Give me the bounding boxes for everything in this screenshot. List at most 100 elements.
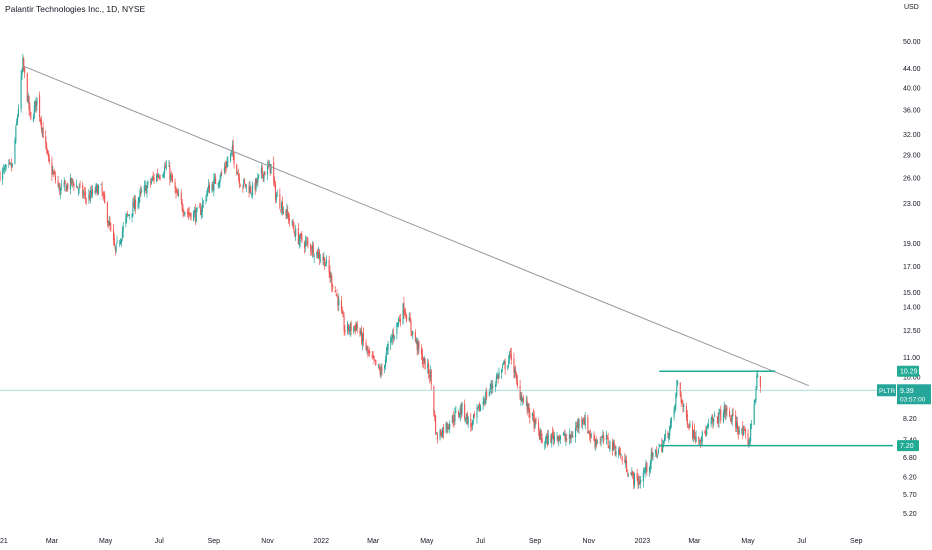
candle-body <box>655 451 658 456</box>
candle-body <box>21 70 23 76</box>
candle-body <box>741 428 743 432</box>
candle-body <box>589 434 592 438</box>
candle-body <box>344 329 346 333</box>
level-badge-label: 7.20 <box>900 443 914 450</box>
candle-body <box>435 415 437 434</box>
candle-body <box>244 183 247 187</box>
candle-body <box>540 430 542 439</box>
candle-body <box>652 453 654 457</box>
candle-body <box>29 107 31 111</box>
candle-body <box>630 473 632 475</box>
candle-body <box>613 442 615 448</box>
candle-body <box>632 471 634 475</box>
candle-body <box>605 434 607 440</box>
candle-body <box>744 429 746 434</box>
candle-body <box>556 434 558 436</box>
candle-body <box>504 360 506 370</box>
candle-body <box>503 362 505 364</box>
candle-body <box>576 423 578 428</box>
candle-body <box>418 341 420 349</box>
candle-body <box>39 118 42 122</box>
candle-body <box>520 395 522 401</box>
candle-body <box>361 330 363 344</box>
candle-body <box>558 437 560 442</box>
candle-body <box>274 184 277 201</box>
candle-body <box>411 330 413 336</box>
candle-body <box>525 401 527 403</box>
candle-body <box>41 128 43 131</box>
candle-body <box>435 433 438 435</box>
candle-body <box>402 303 404 323</box>
candle-body <box>735 414 737 429</box>
candle-body <box>182 208 184 213</box>
candle-body <box>661 443 663 452</box>
candle-body <box>392 333 394 338</box>
candle-body <box>212 184 214 190</box>
candle-body <box>398 319 401 321</box>
candle-body <box>200 207 202 215</box>
candle-body <box>531 412 533 417</box>
candle-body <box>170 174 172 180</box>
candle-body <box>211 184 213 192</box>
candle-body <box>310 244 312 251</box>
candle-body <box>89 195 91 201</box>
candle-body <box>399 318 401 323</box>
candle-body <box>429 371 431 379</box>
candle-body <box>748 444 750 445</box>
candle-body <box>599 442 601 444</box>
candle-body <box>522 397 524 402</box>
candle-body <box>640 479 642 483</box>
candle-body <box>224 165 226 169</box>
candle-body <box>491 384 493 388</box>
candle-body <box>237 173 240 177</box>
candle-body <box>78 186 80 189</box>
candle-body <box>710 421 712 423</box>
candle-body <box>607 438 609 445</box>
candle-body <box>386 348 388 352</box>
candle-body <box>79 184 81 186</box>
price-tick-label: 17.00 <box>903 264 921 271</box>
candle-body <box>362 332 365 342</box>
candle-body <box>189 213 191 215</box>
candle-body <box>15 126 17 142</box>
candle-body <box>116 241 118 243</box>
candle-body <box>372 356 374 358</box>
candle-body <box>533 415 535 429</box>
time-tick-label: Nov <box>261 538 274 545</box>
candle-body <box>270 164 272 174</box>
candle-body <box>646 462 648 472</box>
candle-body <box>707 423 709 427</box>
candle-body <box>569 433 571 440</box>
candle-body <box>157 175 159 178</box>
candle-body <box>318 252 320 259</box>
candle-body <box>201 203 203 212</box>
candle-body <box>233 153 235 165</box>
candle-body <box>677 380 679 385</box>
candle-body <box>643 470 645 472</box>
candle-body <box>688 426 690 428</box>
candle-body <box>245 184 247 187</box>
candle-body <box>731 414 733 422</box>
candle-body <box>202 201 204 203</box>
candle-body <box>280 209 282 211</box>
candle-body <box>23 58 25 69</box>
candle-body <box>486 391 488 398</box>
candle-body <box>618 450 620 454</box>
candle-body <box>219 179 221 183</box>
candle-body <box>291 221 293 223</box>
candle-body <box>717 418 719 424</box>
candle-body <box>527 403 529 410</box>
candle-body <box>584 417 586 426</box>
candle-body <box>120 239 122 243</box>
candle-body <box>381 367 383 371</box>
candle-body <box>156 174 159 177</box>
candle-body <box>759 376 761 388</box>
drawings[interactable] <box>0 65 895 447</box>
price-tick-label: 15.00 <box>903 290 921 297</box>
candle-body <box>706 428 708 436</box>
candle-body <box>621 456 623 461</box>
trendline[interactable] <box>22 65 810 387</box>
